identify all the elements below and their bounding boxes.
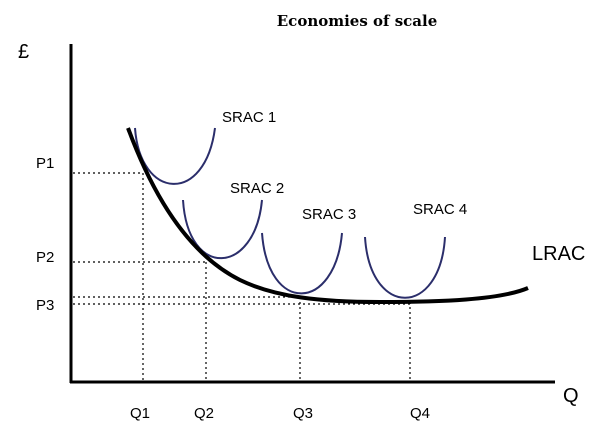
srac-1-curve: [134, 127, 216, 185]
quantity-label-q2: Q2: [194, 405, 214, 422]
quantity-label-q1: Q1: [130, 405, 150, 422]
guide-lines: [73, 172, 411, 380]
price-label-p1: P1: [36, 155, 54, 172]
srac-3-curve: [261, 232, 343, 295]
price-label-p3: P3: [36, 297, 54, 314]
srac-1-label: SRAC 1: [222, 109, 276, 126]
lrac-curve: [126, 127, 529, 305]
srac-3-label: SRAC 3: [302, 206, 356, 223]
diagram-title: Economies of scale: [277, 12, 437, 30]
srac-2-curve: [182, 199, 263, 259]
srac-4-label: SRAC 4: [413, 201, 467, 218]
lrac-label: LRAC: [532, 243, 585, 265]
srac-4-curve: [364, 236, 446, 299]
quantity-label-q4: Q4: [410, 405, 430, 422]
srac-2-label: SRAC 2: [230, 180, 284, 197]
y-axis-label: £: [18, 41, 29, 63]
quantity-label-q3: Q3: [293, 405, 313, 422]
x-axis-label: Q: [563, 385, 579, 407]
price-label-p2: P2: [36, 249, 54, 266]
